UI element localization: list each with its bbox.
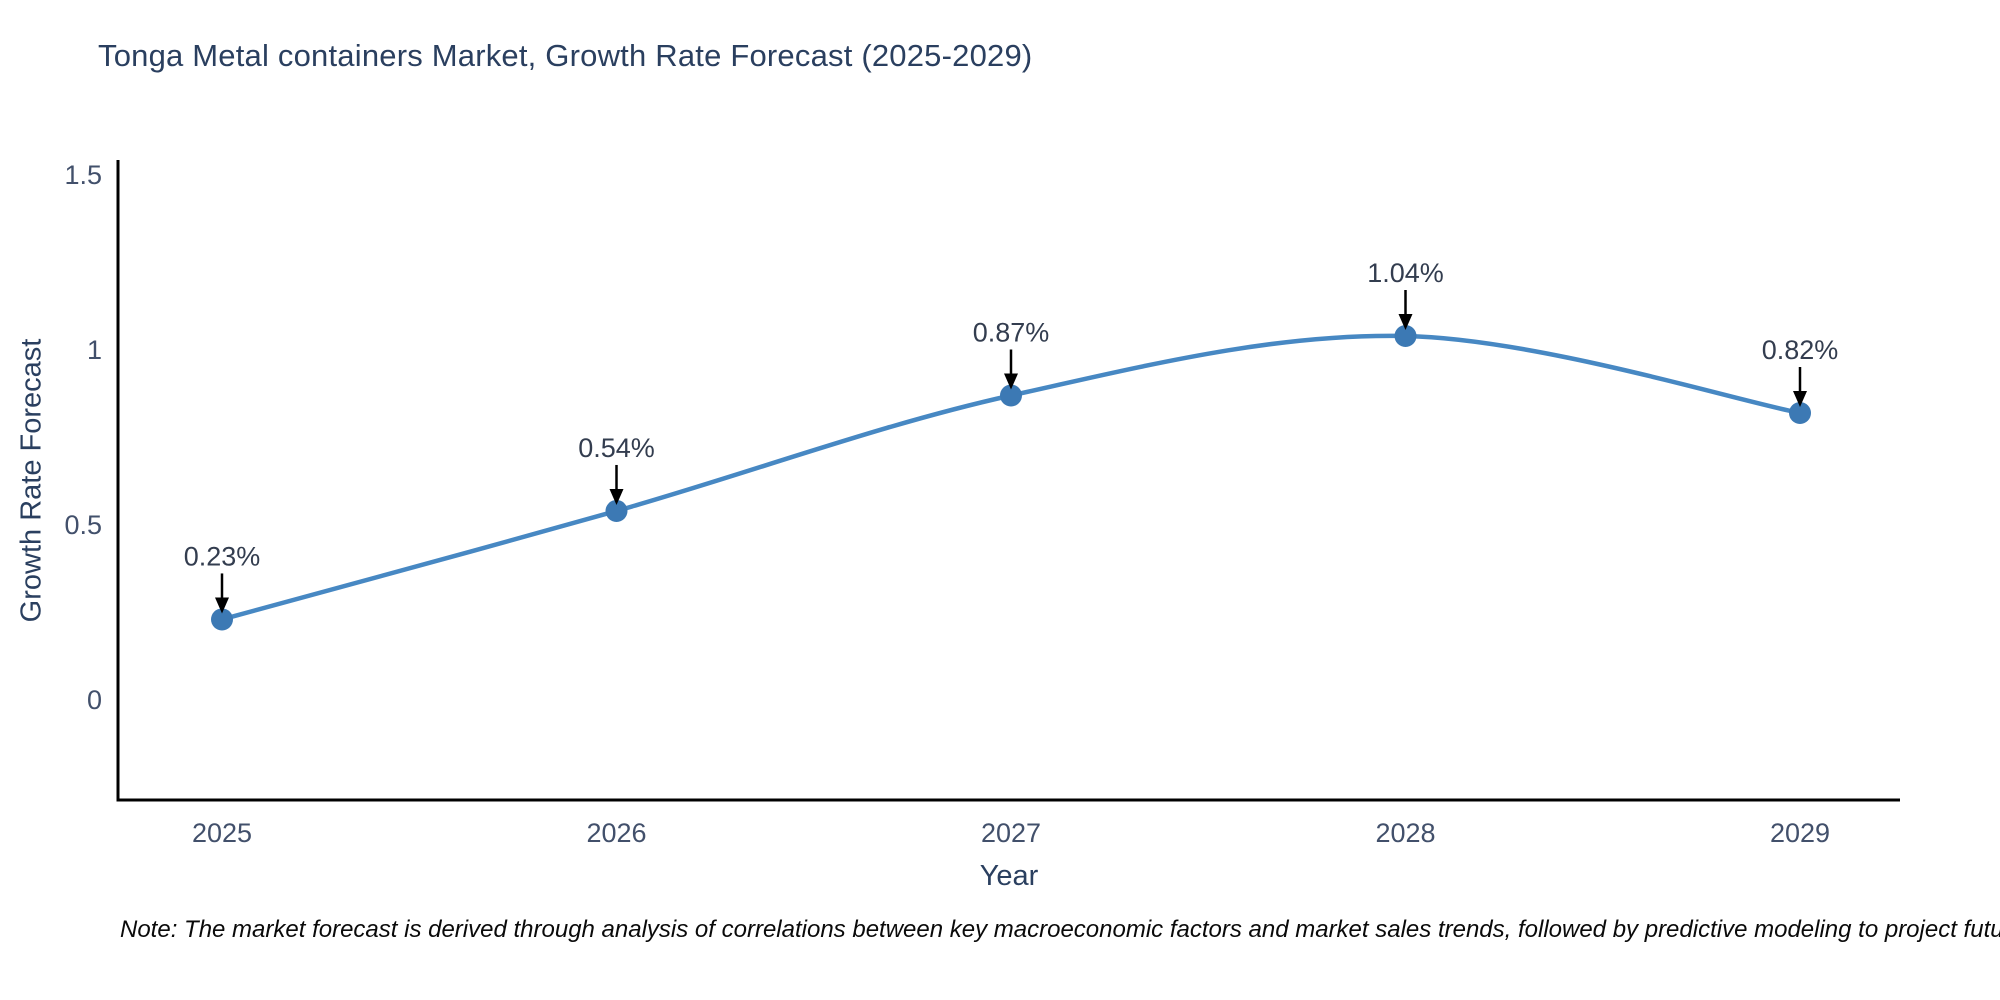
footnote: Note: The market forecast is derived thr… xyxy=(120,916,2000,943)
x-tick-label: 2025 xyxy=(192,818,252,848)
data-point-marker xyxy=(1000,384,1022,407)
annotation-arrowhead-icon xyxy=(1398,314,1413,331)
annotation-arrowhead-icon xyxy=(1793,390,1807,407)
data-point-label: 1.04% xyxy=(1367,258,1444,288)
data-point-label: 0.87% xyxy=(973,317,1050,347)
data-point-marker xyxy=(605,499,628,522)
x-tick-label: 2029 xyxy=(1770,818,1830,848)
data-point-marker xyxy=(211,608,233,631)
data-point-marker xyxy=(1394,325,1417,348)
x-tick-label: 2026 xyxy=(586,818,646,848)
annotation-arrowhead-icon xyxy=(609,488,624,505)
annotation-arrowhead-icon xyxy=(1004,373,1018,390)
data-point-label: 0.82% xyxy=(1762,335,1839,365)
data-point-marker xyxy=(1789,401,1811,424)
data-point-label: 0.54% xyxy=(578,433,655,463)
x-axis-title: Year xyxy=(979,860,1039,892)
x-tick-label: 2027 xyxy=(981,818,1041,848)
y-tick-label: 1 xyxy=(87,335,102,365)
data-point-label: 0.23% xyxy=(184,541,261,571)
y-tick-label: 0.5 xyxy=(64,510,102,540)
chart-title: Tonga Metal containers Market, Growth Ra… xyxy=(98,38,1033,73)
y-tick-label: 0 xyxy=(87,685,102,715)
annotation-arrowhead-icon xyxy=(215,597,229,614)
x-tick-label: 2028 xyxy=(1375,818,1435,848)
y-tick-label: 1.5 xyxy=(64,160,102,190)
